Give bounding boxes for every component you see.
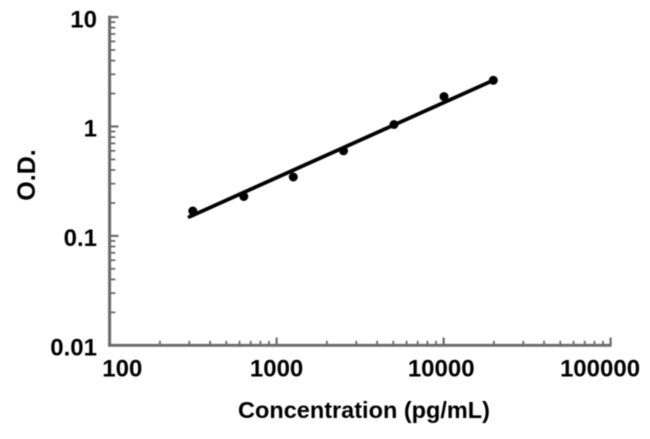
svg-text:O.D.: O.D. [13,149,41,200]
svg-text:0.1: 0.1 [64,225,97,252]
svg-text:1000: 1000 [250,356,303,383]
svg-text:1: 1 [84,116,97,143]
svg-text:100000: 100000 [560,356,640,383]
svg-text:0.01: 0.01 [50,335,97,362]
svg-text:10: 10 [70,6,97,33]
svg-text:10000: 10000 [408,356,475,383]
svg-text:100: 100 [102,356,142,383]
svg-text:Concentration (pg/mL): Concentration (pg/mL) [238,397,490,423]
